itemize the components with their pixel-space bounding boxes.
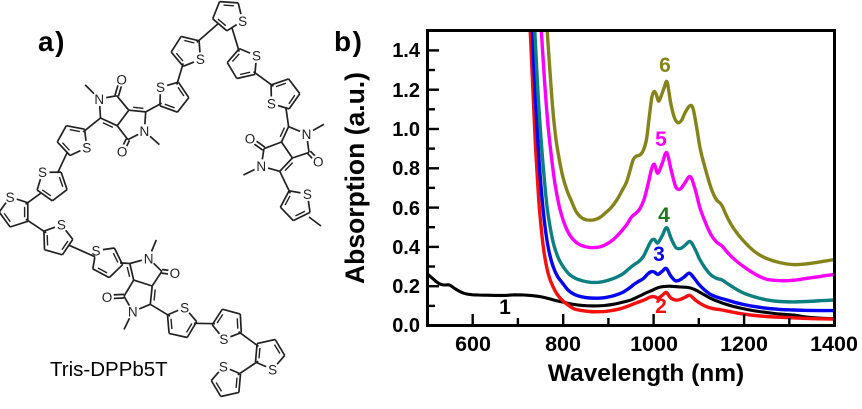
- svg-text:6: 6: [659, 54, 671, 77]
- svg-text:S: S: [6, 190, 15, 205]
- svg-text:S: S: [238, 14, 247, 29]
- svg-text:0.4: 0.4: [392, 237, 421, 259]
- svg-text:b): b): [334, 26, 363, 57]
- svg-text:0.8: 0.8: [392, 158, 420, 180]
- svg-text:1000: 1000: [630, 332, 678, 356]
- svg-text:N: N: [94, 92, 104, 107]
- svg-text:0.2: 0.2: [392, 276, 420, 298]
- svg-text:2: 2: [655, 295, 667, 318]
- svg-text:O: O: [116, 72, 127, 87]
- svg-text:S: S: [180, 301, 189, 316]
- svg-text:S: S: [252, 49, 261, 64]
- svg-text:1400: 1400: [810, 332, 858, 356]
- svg-text:0.0: 0.0: [392, 315, 420, 337]
- svg-text:S: S: [57, 218, 66, 233]
- svg-text:N: N: [302, 127, 312, 142]
- svg-text:N: N: [256, 159, 266, 174]
- svg-text:a): a): [38, 26, 66, 57]
- svg-text:N: N: [144, 251, 154, 266]
- svg-text:S: S: [219, 360, 228, 375]
- svg-text:1: 1: [499, 296, 511, 319]
- svg-text:0.6: 0.6: [392, 198, 420, 220]
- svg-text:1200: 1200: [720, 332, 768, 356]
- svg-text:4: 4: [658, 204, 670, 227]
- svg-text:O: O: [313, 155, 324, 170]
- svg-text:S: S: [196, 52, 205, 67]
- svg-text:Absorption (a.u.): Absorption (a.u.): [340, 72, 370, 284]
- svg-text:N: N: [140, 124, 150, 139]
- svg-text:5: 5: [655, 128, 667, 151]
- svg-text:N: N: [128, 305, 138, 320]
- svg-text:1.4: 1.4: [392, 40, 421, 62]
- svg-text:S: S: [82, 141, 91, 156]
- svg-text:O: O: [245, 132, 256, 147]
- svg-text:S: S: [156, 80, 165, 95]
- svg-text:Tris-DPPb5T: Tris-DPPb5T: [50, 358, 168, 381]
- svg-text:3: 3: [653, 243, 665, 266]
- svg-text:Wavelength (nm): Wavelength (nm): [548, 360, 744, 387]
- svg-text:O: O: [170, 266, 181, 281]
- svg-text:O: O: [102, 290, 113, 305]
- svg-text:600: 600: [455, 332, 491, 356]
- svg-text:S: S: [219, 332, 228, 347]
- svg-text:S: S: [267, 96, 276, 111]
- svg-text:S: S: [303, 187, 312, 202]
- svg-text:800: 800: [545, 332, 581, 356]
- svg-text:1.0: 1.0: [392, 119, 420, 141]
- svg-text:1.2: 1.2: [392, 80, 420, 102]
- svg-text:S: S: [268, 362, 277, 377]
- svg-text:O: O: [117, 144, 128, 159]
- svg-text:S: S: [38, 165, 47, 180]
